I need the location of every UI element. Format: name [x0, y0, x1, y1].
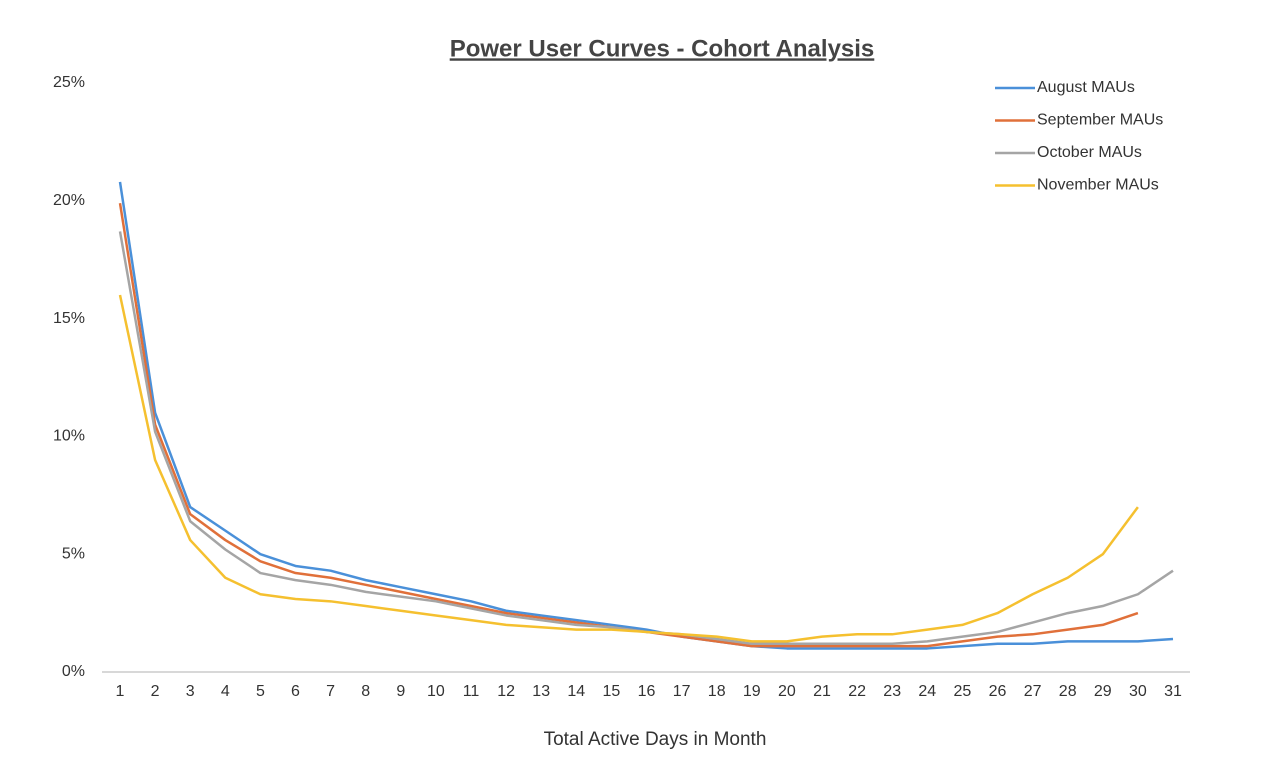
y-tick-label: 20%	[53, 192, 85, 209]
x-tick-label: 20	[778, 683, 796, 700]
chart-title: Power User Curves - Cohort Analysis	[450, 35, 875, 62]
y-tick-label: 15%	[53, 310, 85, 327]
x-tick-label: 21	[813, 683, 831, 700]
x-tick-label: 2	[151, 683, 160, 700]
x-tick-label: 8	[361, 683, 370, 700]
x-tick-label: 3	[186, 683, 195, 700]
x-tick-label: 19	[743, 683, 761, 700]
x-tick-label: 7	[326, 683, 335, 700]
x-tick-label: 30	[1129, 683, 1147, 700]
x-tick-label: 9	[396, 683, 405, 700]
x-tick-label: 15	[603, 683, 621, 700]
x-tick-label: 28	[1059, 683, 1077, 700]
x-tick-label: 23	[883, 683, 901, 700]
x-tick-label: 4	[221, 683, 230, 700]
x-tick-label: 16	[638, 683, 656, 700]
x-tick-label: 17	[673, 683, 691, 700]
x-tick-label: 18	[708, 683, 726, 700]
x-tick-label: 10	[427, 683, 445, 700]
legend-label: October MAUs	[1037, 144, 1142, 161]
series-line	[118, 231, 1174, 645]
x-tick-label: 22	[848, 683, 866, 700]
x-tick-label: 24	[918, 683, 936, 700]
x-tick-label: 25	[954, 683, 972, 700]
legend-label: September MAUs	[1037, 112, 1163, 129]
y-tick-label: 0%	[62, 663, 85, 680]
x-tick-label: 27	[1024, 683, 1042, 700]
x-tick-label: 29	[1094, 683, 1112, 700]
y-tick-label: 25%	[53, 74, 85, 91]
legend-label: November MAUs	[1037, 177, 1159, 194]
x-tick-label: 5	[256, 683, 265, 700]
x-tick-label: 31	[1164, 683, 1182, 700]
x-tick-label: 1	[116, 683, 125, 700]
series-line	[118, 202, 1139, 648]
x-tick-label: 26	[989, 683, 1007, 700]
x-tick-label: 13	[532, 683, 550, 700]
series-line	[118, 294, 1139, 643]
x-tick-label: 12	[497, 683, 515, 700]
x-tick-label: 11	[463, 683, 480, 700]
y-tick-label: 5%	[62, 545, 85, 562]
y-tick-label: 10%	[53, 428, 85, 445]
series-line	[118, 181, 1174, 650]
legend-label: August MAUs	[1037, 79, 1135, 96]
x-tick-label: 6	[291, 683, 300, 700]
x-axis-label: Total Active Days in Month	[544, 729, 767, 750]
x-tick-label: 14	[567, 683, 585, 700]
